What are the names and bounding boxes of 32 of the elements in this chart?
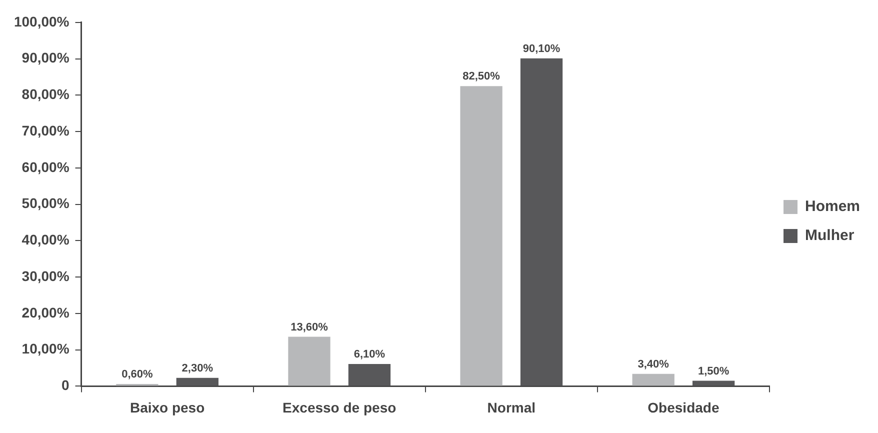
y-tick-label: 20,00% bbox=[22, 304, 70, 320]
data-label: 2,30% bbox=[182, 362, 214, 374]
bar bbox=[632, 374, 674, 386]
data-label: 1,50% bbox=[698, 365, 730, 378]
data-label: 0,60% bbox=[122, 368, 153, 381]
legend-label: Homem bbox=[804, 198, 860, 216]
legend-label: Mulher bbox=[804, 227, 854, 244]
x-tick-label: Normal bbox=[487, 399, 536, 416]
y-tick-label: 0 bbox=[61, 377, 70, 394]
y-tick-label: 50,00% bbox=[22, 195, 70, 212]
y-tick-label: 80,00% bbox=[22, 86, 70, 102]
bar bbox=[348, 364, 391, 386]
data-label: 82,50% bbox=[462, 70, 500, 83]
data-label: 13,60% bbox=[290, 321, 328, 334]
y-tick-label: 30,00% bbox=[22, 268, 70, 284]
y-tick-label: 40,00% bbox=[22, 232, 70, 248]
bar bbox=[288, 336, 330, 386]
y-tick-label: 60,00% bbox=[22, 158, 70, 175]
y-tick-label: 90,00% bbox=[22, 50, 70, 66]
data-label: 3,40% bbox=[638, 358, 670, 370]
y-tick-label: 10,00% bbox=[22, 340, 70, 357]
data-label: 6,10% bbox=[354, 348, 386, 361]
bar bbox=[176, 378, 218, 386]
x-tick-label: Excesso de peso bbox=[282, 399, 396, 416]
x-tick-label: Baixo peso bbox=[130, 399, 205, 416]
data-label: 90,10% bbox=[522, 42, 560, 55]
y-tick-label: 100,00% bbox=[14, 13, 70, 30]
bar bbox=[460, 86, 502, 386]
x-tick-label: Obesidade bbox=[648, 399, 720, 416]
y-tick-label: 70,00% bbox=[22, 122, 70, 138]
bar bbox=[520, 58, 563, 386]
bar bbox=[692, 380, 735, 386]
